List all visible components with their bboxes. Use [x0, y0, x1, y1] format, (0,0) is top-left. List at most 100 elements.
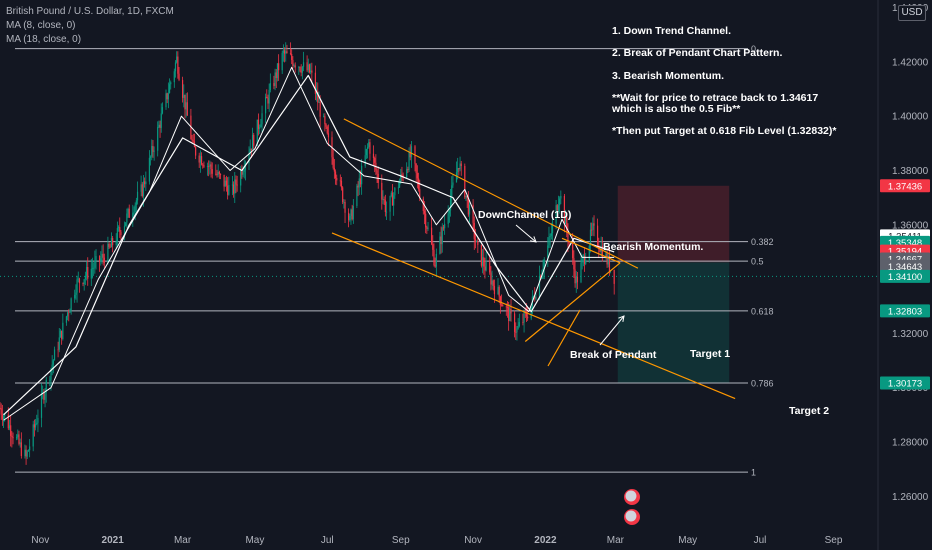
- candle-body: [133, 212, 135, 214]
- candle-body: [515, 331, 517, 333]
- candle-body: [464, 165, 466, 198]
- fib-level-label: 0.382: [751, 237, 774, 247]
- candle-body: [350, 209, 352, 216]
- candle-body: [256, 119, 258, 146]
- candle-body: [374, 158, 376, 163]
- candle-body: [1, 414, 3, 420]
- candle-body: [29, 446, 31, 451]
- fib-level-label: 0.618: [751, 306, 774, 316]
- candle-body: [20, 442, 22, 456]
- candle-body: [415, 163, 417, 174]
- candle-body: [103, 257, 105, 263]
- candle-body: [485, 262, 487, 271]
- candle-body: [18, 434, 20, 444]
- candle-body: [359, 178, 362, 185]
- candle-body: [530, 306, 532, 319]
- candle-body: [406, 169, 408, 178]
- candle-body: [176, 56, 178, 63]
- currency-button[interactable]: USD: [898, 5, 926, 21]
- fib-level-label: 1: [751, 468, 756, 478]
- candle-body: [95, 256, 97, 261]
- candle-body: [160, 113, 162, 128]
- candle-body: [165, 93, 167, 108]
- candle-body: [398, 181, 401, 188]
- candle-body: [236, 184, 238, 186]
- channel-arrow-head: [530, 236, 537, 243]
- candle-body: [275, 72, 277, 79]
- x-tick-label: Sep: [825, 535, 843, 546]
- candle-body: [474, 239, 477, 242]
- symbol-title[interactable]: British Pound / U.S. Dollar, 1D, FXCM: [6, 6, 174, 17]
- candle-body: [266, 96, 268, 99]
- candle-body: [489, 262, 491, 273]
- candle-body: [459, 163, 461, 170]
- candle-body: [253, 134, 255, 146]
- candle-body: [225, 180, 228, 186]
- candle-body: [364, 155, 366, 166]
- candle-body: [215, 173, 217, 175]
- candle-body: [132, 212, 134, 218]
- candle-body: [51, 364, 53, 369]
- note-3: 3. Bearish Momentum.: [612, 70, 725, 82]
- candle-body: [101, 253, 103, 259]
- candle-body: [425, 213, 427, 228]
- candle-body: [174, 62, 177, 72]
- candle-body: [24, 449, 26, 456]
- candle-body: [208, 165, 210, 167]
- candle-body: [36, 422, 38, 424]
- candle-body: [452, 182, 454, 186]
- candle-body: [600, 246, 602, 252]
- candle-body: [444, 223, 446, 229]
- candle-body: [53, 349, 56, 361]
- candle-body: [32, 424, 34, 447]
- pendant-base-line: [547, 309, 581, 367]
- stop-zone: [617, 185, 730, 263]
- candle-body: [532, 296, 535, 298]
- x-tick-label: 2021: [102, 535, 125, 546]
- candle-body: [383, 199, 385, 201]
- candle-body: [523, 311, 525, 323]
- candle-body: [491, 280, 493, 285]
- candle-body: [481, 257, 484, 266]
- candle-body: [573, 258, 575, 270]
- candle-body: [144, 181, 146, 185]
- candle-body: [151, 146, 153, 157]
- candle-body: [432, 244, 434, 250]
- candle-body: [605, 253, 607, 259]
- candle-body: [434, 265, 436, 267]
- candle-body: [608, 256, 611, 272]
- indicator-ma-18[interactable]: MA (18, close, 0): [6, 34, 82, 45]
- candle-body: [525, 312, 528, 317]
- candle-body: [324, 116, 326, 125]
- candle-body: [65, 316, 67, 323]
- candle-body: [83, 279, 85, 285]
- indicator-ma-8[interactable]: MA (8, close, 0): [6, 20, 76, 31]
- event-icon-flag: [625, 490, 637, 502]
- candle-body: [314, 72, 316, 94]
- candle-body: [37, 417, 39, 423]
- candle-body: [285, 51, 287, 54]
- candle-body: [298, 67, 300, 68]
- candle-body: [91, 268, 94, 270]
- note-4: **Wait for price to retrace back to 1.34…: [612, 92, 819, 104]
- candle-body: [307, 64, 309, 71]
- x-tick-label: May: [678, 535, 697, 546]
- candle-body: [310, 70, 312, 73]
- candle-body: [589, 229, 592, 246]
- candle-body: [10, 425, 12, 436]
- candle-body: [472, 204, 474, 223]
- candle-body: [302, 62, 305, 67]
- x-tick-label: Jul: [321, 535, 334, 546]
- candle-body: [219, 173, 222, 175]
- candle-body: [68, 312, 70, 314]
- candle-body: [141, 184, 143, 197]
- candle-body: [228, 184, 230, 195]
- break-of-pendant-label: Break of Pendant: [570, 349, 657, 361]
- candle-body: [128, 208, 130, 218]
- candle-body: [518, 322, 520, 326]
- candle-body: [202, 164, 204, 166]
- candle-body: [527, 316, 529, 319]
- candle-body: [465, 195, 467, 198]
